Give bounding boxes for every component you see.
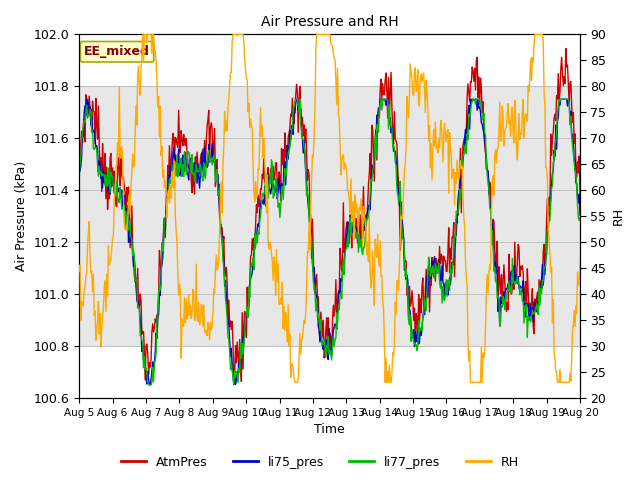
Legend: AtmPres, li75_pres, li77_pres, RH: AtmPres, li75_pres, li77_pres, RH (116, 451, 524, 474)
X-axis label: Time: Time (314, 423, 345, 436)
Text: EE_mixed: EE_mixed (84, 45, 150, 58)
Bar (79, 86, 580, 346)
Y-axis label: RH: RH (612, 207, 625, 225)
Title: Air Pressure and RH: Air Pressure and RH (260, 15, 399, 29)
Y-axis label: Air Pressure (kPa): Air Pressure (kPa) (15, 161, 28, 271)
